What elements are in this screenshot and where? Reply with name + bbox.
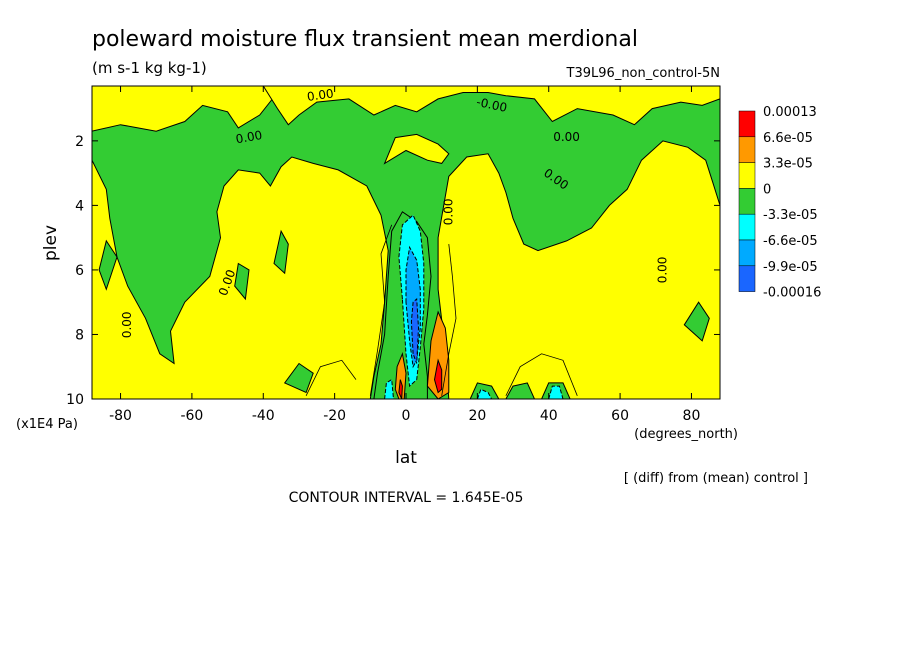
chart-units: (m s-1 kg kg-1) — [92, 59, 207, 77]
contour-region-yellow — [383, 133, 450, 165]
legend-label: 3.3e-05 — [763, 157, 813, 172]
contour-region-orange — [394, 352, 407, 399]
contour-region-green — [283, 362, 314, 394]
x-axis-unit: (degrees_north) — [634, 427, 738, 442]
contour-interval: CONTOUR INTERVAL = 1.645E-05 — [289, 490, 524, 506]
x-tick-label: -80 — [109, 408, 132, 424]
y-tick-label: 6 — [75, 263, 84, 279]
contour-line — [369, 224, 393, 396]
legend-label: -0.00016 — [763, 286, 821, 301]
contour-region-yellow — [92, 86, 296, 132]
legend-swatch-orange — [738, 136, 756, 163]
contour-line — [305, 359, 357, 396]
contour-region-green — [273, 229, 289, 275]
contour-region-blue — [410, 297, 420, 364]
contour-region-red — [398, 379, 403, 399]
legend-label: 0 — [763, 182, 771, 197]
legend-swatch-yellow — [738, 162, 756, 189]
x-tick-label: -40 — [252, 408, 275, 424]
contour-label: -0.00 — [475, 95, 508, 115]
contour-region-cyan — [548, 385, 564, 399]
y-axis-ticks: 2 4 6 8 10 — [66, 134, 720, 408]
contour-label: 0.00 — [553, 130, 580, 144]
contour-label: 0.00 — [235, 128, 264, 146]
y-tick-label: 8 — [75, 327, 84, 343]
x-tick-label: 60 — [611, 408, 629, 424]
x-tick-label: -60 — [180, 408, 203, 424]
contour-label: 0.00 — [306, 86, 334, 104]
contour-lines — [305, 224, 578, 396]
plot-area — [92, 86, 720, 399]
run-label: T39L96_non_control-5N — [566, 66, 720, 81]
chart-title: poleward moisture flux transient mean me… — [92, 27, 638, 52]
legend-swatch-cyan — [738, 213, 756, 241]
legend-label: 0.00013 — [763, 105, 817, 120]
contour-region-green — [98, 239, 118, 291]
contour-fill-regions — [92, 86, 720, 399]
legend-label: -9.9e-05 — [763, 260, 818, 275]
contour-region-cyan — [384, 378, 395, 399]
contour-region-red — [433, 358, 443, 394]
contour-region-green — [234, 262, 250, 301]
contour-labels: 0.000.000.000.000.00-0.000.000.000.00 — [120, 86, 669, 338]
contour-line — [441, 244, 457, 396]
diff-note: [ (diff) from (mean) control ] — [624, 471, 808, 486]
x-tick-label: 40 — [540, 408, 558, 424]
contour-region-green — [505, 382, 536, 399]
y-tick-label: 4 — [75, 198, 84, 214]
x-tick-label: 0 — [402, 408, 411, 424]
contour-line — [505, 353, 578, 396]
contour-label: 0.00 — [655, 257, 669, 284]
x-tick-label: -20 — [323, 408, 346, 424]
legend-swatch-red — [738, 110, 756, 138]
contour-region-green — [683, 301, 710, 342]
x-axis-ticks: -80 -60 -40 -20 0 20 40 60 80 — [109, 86, 700, 424]
y-axis-unit: (x1E4 Pa) — [16, 417, 78, 432]
legend-swatch-green — [738, 188, 756, 215]
legend-label: -3.3e-05 — [763, 208, 818, 223]
x-tick-label: 80 — [683, 408, 701, 424]
y-tick-label: 2 — [75, 134, 84, 150]
color-legend: 0.00013 6.6e-05 3.3e-05 0 -3.3e-05 -6.6e-05 -9… — [738, 105, 821, 301]
contour-label: 0.00 — [441, 198, 455, 225]
y-tick-label: 10 — [66, 392, 84, 408]
legend-label: -6.6e-05 — [763, 234, 818, 249]
x-tick-label: 20 — [468, 408, 486, 424]
contour-region-yellow — [437, 140, 720, 399]
contour-region-yellow — [262, 86, 720, 126]
y-axis-label: plev — [41, 225, 61, 261]
legend-swatch-blue — [738, 265, 756, 292]
contour-label: 0.00 — [120, 311, 134, 338]
contour-region-orange — [426, 310, 450, 399]
legend-swatch-sky — [738, 239, 756, 267]
x-axis-label: lat — [395, 448, 417, 468]
legend-label: 6.6e-05 — [763, 131, 813, 146]
contour-region-cyan — [476, 388, 493, 399]
